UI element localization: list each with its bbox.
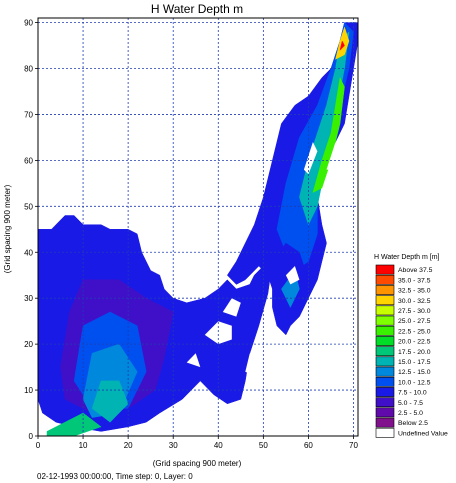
legend-label-4: 27.5 - 30.0 [398, 308, 431, 315]
legend-label-15: Below 2.5 [398, 420, 428, 427]
legend-label-6: 22.5 - 25.0 [398, 328, 431, 335]
legend-label-16: Undefined Value [398, 430, 448, 437]
depth-region-7 [46, 412, 102, 437]
x-tick-label-3: 30 [169, 441, 178, 450]
x-tick-label-5: 50 [259, 441, 268, 450]
land-island-4 [186, 353, 201, 368]
legend-swatch-5 [375, 315, 395, 326]
y-axis-ticks: 0 10 20 30 40 50 60 70 80 90 [24, 19, 38, 441]
legend-swatch-9 [375, 356, 395, 367]
legend-swatch-12 [375, 387, 395, 397]
land-island-7 [245, 353, 255, 377]
legend-label-1: 35.0 - 37.5 [398, 277, 431, 284]
x-tick-label-2: 20 [124, 441, 133, 450]
plot-area [37, 17, 359, 437]
legend-label-8: 17.5 - 20.0 [398, 349, 431, 356]
x-tick-label-7: 70 [349, 441, 358, 450]
x-axis-label: (Grid spacing 900 meter) [153, 459, 242, 468]
legend-swatch-3 [375, 295, 395, 306]
legend-title: H Water Depth m [m] [374, 254, 440, 261]
depth-region-10 [312, 76, 345, 193]
legend-swatch-11 [375, 376, 395, 387]
land-island-3 [285, 266, 300, 285]
land-island-1 [204, 321, 232, 345]
land-island-6 [326, 142, 336, 170]
legend-swatch-16 [375, 427, 395, 438]
legend-swatch-0 [375, 264, 395, 275]
legend-label-7: 20.0 - 22.5 [398, 339, 431, 346]
x-tick-label-6: 60 [304, 441, 313, 450]
x-axis-ticks: 0 10 20 30 40 50 60 70 [36, 436, 358, 450]
y-tick-label-8: 80 [24, 65, 33, 74]
legend-label-14: 2.5 - 5.0 [398, 410, 423, 417]
y-tick-label-2: 20 [24, 340, 33, 349]
legend-label-2: 32.5 - 35.0 [398, 288, 431, 295]
y-tick-label-4: 40 [24, 248, 33, 257]
legend-label-11: 10.0 - 12.5 [398, 379, 431, 386]
y-tick-label-0: 0 [29, 432, 34, 441]
x-tick-label-4: 40 [214, 441, 223, 450]
y-tick-label-6: 60 [24, 156, 33, 165]
legend-swatch-6 [375, 325, 395, 336]
legend-swatch-1 [375, 274, 395, 285]
depth-region-12 [339, 40, 345, 52]
legend-swatch-8 [375, 346, 395, 357]
y-tick-label-9: 90 [24, 19, 33, 28]
y-tick-label-1: 10 [24, 386, 33, 395]
land-island-5 [303, 142, 318, 175]
legend-swatch-2 [375, 285, 395, 295]
x-tick-label-0: 0 [36, 441, 41, 450]
y-tick-label-3: 30 [24, 294, 33, 303]
legend-label-10: 12.5 - 15.0 [398, 369, 431, 376]
legend-swatch-14 [375, 407, 395, 418]
status-footer: 02-12-1993 00:00:00, Time step: 0, Layer… [37, 472, 193, 481]
y-axis-label: (Grid spacing 900 meter) [3, 184, 12, 273]
legend-swatch-7 [375, 336, 395, 346]
depth-region-9 [299, 31, 350, 226]
chart-title: H Water Depth m [151, 2, 243, 16]
legend-swatch-15 [375, 417, 395, 428]
legend-swatch-10 [375, 366, 395, 377]
legend-swatch-4 [375, 305, 395, 316]
land-island-2 [222, 298, 241, 317]
legend-label-5: 25.0 - 27.5 [398, 318, 431, 325]
plot-frame [37, 17, 359, 437]
legend-label-0: Above 37.5 [398, 267, 433, 274]
legend: Above 37.5 35.0 - 37.5 32.5 - 35.0 30.0 - 3… [375, 264, 448, 438]
legend-swatch-13 [375, 397, 395, 408]
y-tick-label-5: 50 [24, 202, 33, 211]
x-tick-label-1: 10 [79, 441, 88, 450]
legend-label-12: 7.5 - 10.0 [398, 390, 427, 397]
y-tick-label-7: 70 [24, 110, 33, 119]
legend-label-9: 15.0 - 17.5 [398, 359, 431, 366]
legend-label-13: 5.0 - 7.5 [398, 400, 423, 407]
legend-label-3: 30.0 - 32.5 [398, 298, 431, 305]
depth-region-6 [91, 380, 129, 423]
